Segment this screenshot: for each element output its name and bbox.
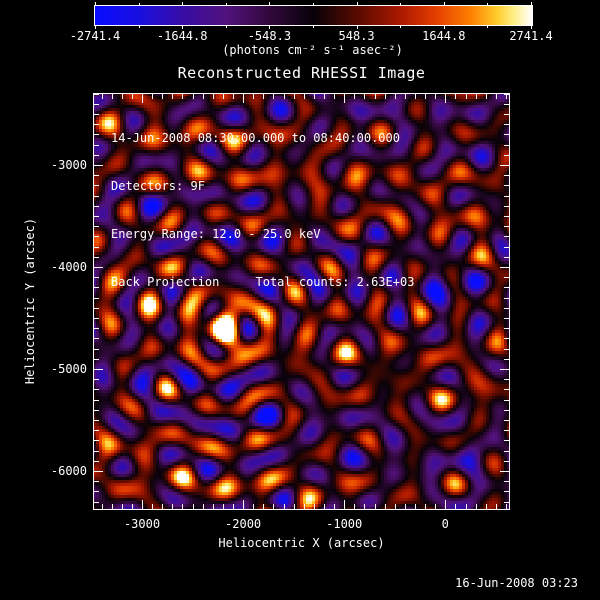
colorbar-major-tick bbox=[182, 25, 184, 29]
colorbar-minor-tick bbox=[138, 25, 140, 28]
colorbar-major-tick bbox=[531, 2, 532, 6]
colorbar-major-tick bbox=[269, 2, 271, 6]
colorbar-major-tick bbox=[443, 25, 445, 29]
colorbar-units-label: (photons cm⁻² s⁻¹ asec⁻²) bbox=[222, 43, 403, 57]
colorbar-minor-tick bbox=[487, 3, 489, 6]
colorbar-major-tick bbox=[443, 2, 445, 6]
y-tick-label: -5000 bbox=[50, 362, 87, 376]
colorbar-tick-label: 2741.4 bbox=[509, 29, 553, 43]
colorbar-minor-tick bbox=[400, 3, 402, 6]
y-tick-label: -3000 bbox=[50, 158, 87, 173]
colorbar-major-tick bbox=[356, 25, 358, 29]
colorbar-major-tick bbox=[356, 2, 358, 6]
colorbar-major-tick bbox=[182, 2, 184, 6]
y-tick-label: -6000 bbox=[50, 464, 87, 478]
colorbar-minor-tick bbox=[313, 3, 314, 6]
colorbar-major-tick bbox=[95, 25, 96, 29]
creation-timestamp: 16-Jun-2008 03:23 bbox=[455, 576, 578, 590]
colorbar-minor-tick bbox=[487, 25, 489, 28]
colorbar-tick-label: 1644.8 bbox=[422, 29, 466, 43]
page-title: Reconstructed RHESSI Image bbox=[177, 64, 426, 82]
x-tick-label: 0 bbox=[441, 517, 449, 531]
y-tick-label: -4000 bbox=[50, 260, 87, 274]
colorbar-minor-tick bbox=[138, 3, 140, 6]
colorbar-major-tick bbox=[269, 25, 271, 29]
annotation-detectors: Detectors: 9F bbox=[111, 179, 205, 193]
colorbar-minor-tick bbox=[225, 3, 227, 6]
colorbar-tick-label: -2741.4 bbox=[69, 29, 121, 43]
x-tick-label: -3000 bbox=[123, 517, 161, 531]
colorbar-minor-tick bbox=[313, 25, 314, 28]
colorbar-major-tick bbox=[95, 2, 96, 6]
colorbar-major-tick bbox=[531, 25, 532, 29]
x-tick-label: -2000 bbox=[225, 517, 262, 531]
x-axis-title: Heliocentric X (arcsec) bbox=[218, 536, 385, 550]
plot-annotations: 14-Jun-2008 08:30:00.000 to 08:40:00.000… bbox=[111, 98, 414, 322]
colorbar-tick-label: -1644.8 bbox=[156, 29, 208, 43]
colorbar-tick-label: 548.3 bbox=[338, 29, 375, 43]
colorbar-minor-tick bbox=[225, 25, 227, 28]
colorbar-minor-tick bbox=[400, 25, 402, 28]
x-tick-label: -1000 bbox=[326, 517, 363, 531]
annotation-energy-range: Energy Range: 12.0 - 25.0 keV bbox=[111, 227, 321, 241]
annotation-algorithm-counts: Back Projection Total counts: 2.63E+03 bbox=[111, 275, 415, 289]
annotation-time-range: 14-Jun-2008 08:30:00.000 to 08:40:00.000 bbox=[111, 131, 400, 145]
y-axis-title: Heliocentric Y (arcsec) bbox=[23, 217, 37, 385]
colorbar-gradient bbox=[94, 5, 533, 26]
colorbar-tick-label: -548.3 bbox=[247, 29, 292, 43]
